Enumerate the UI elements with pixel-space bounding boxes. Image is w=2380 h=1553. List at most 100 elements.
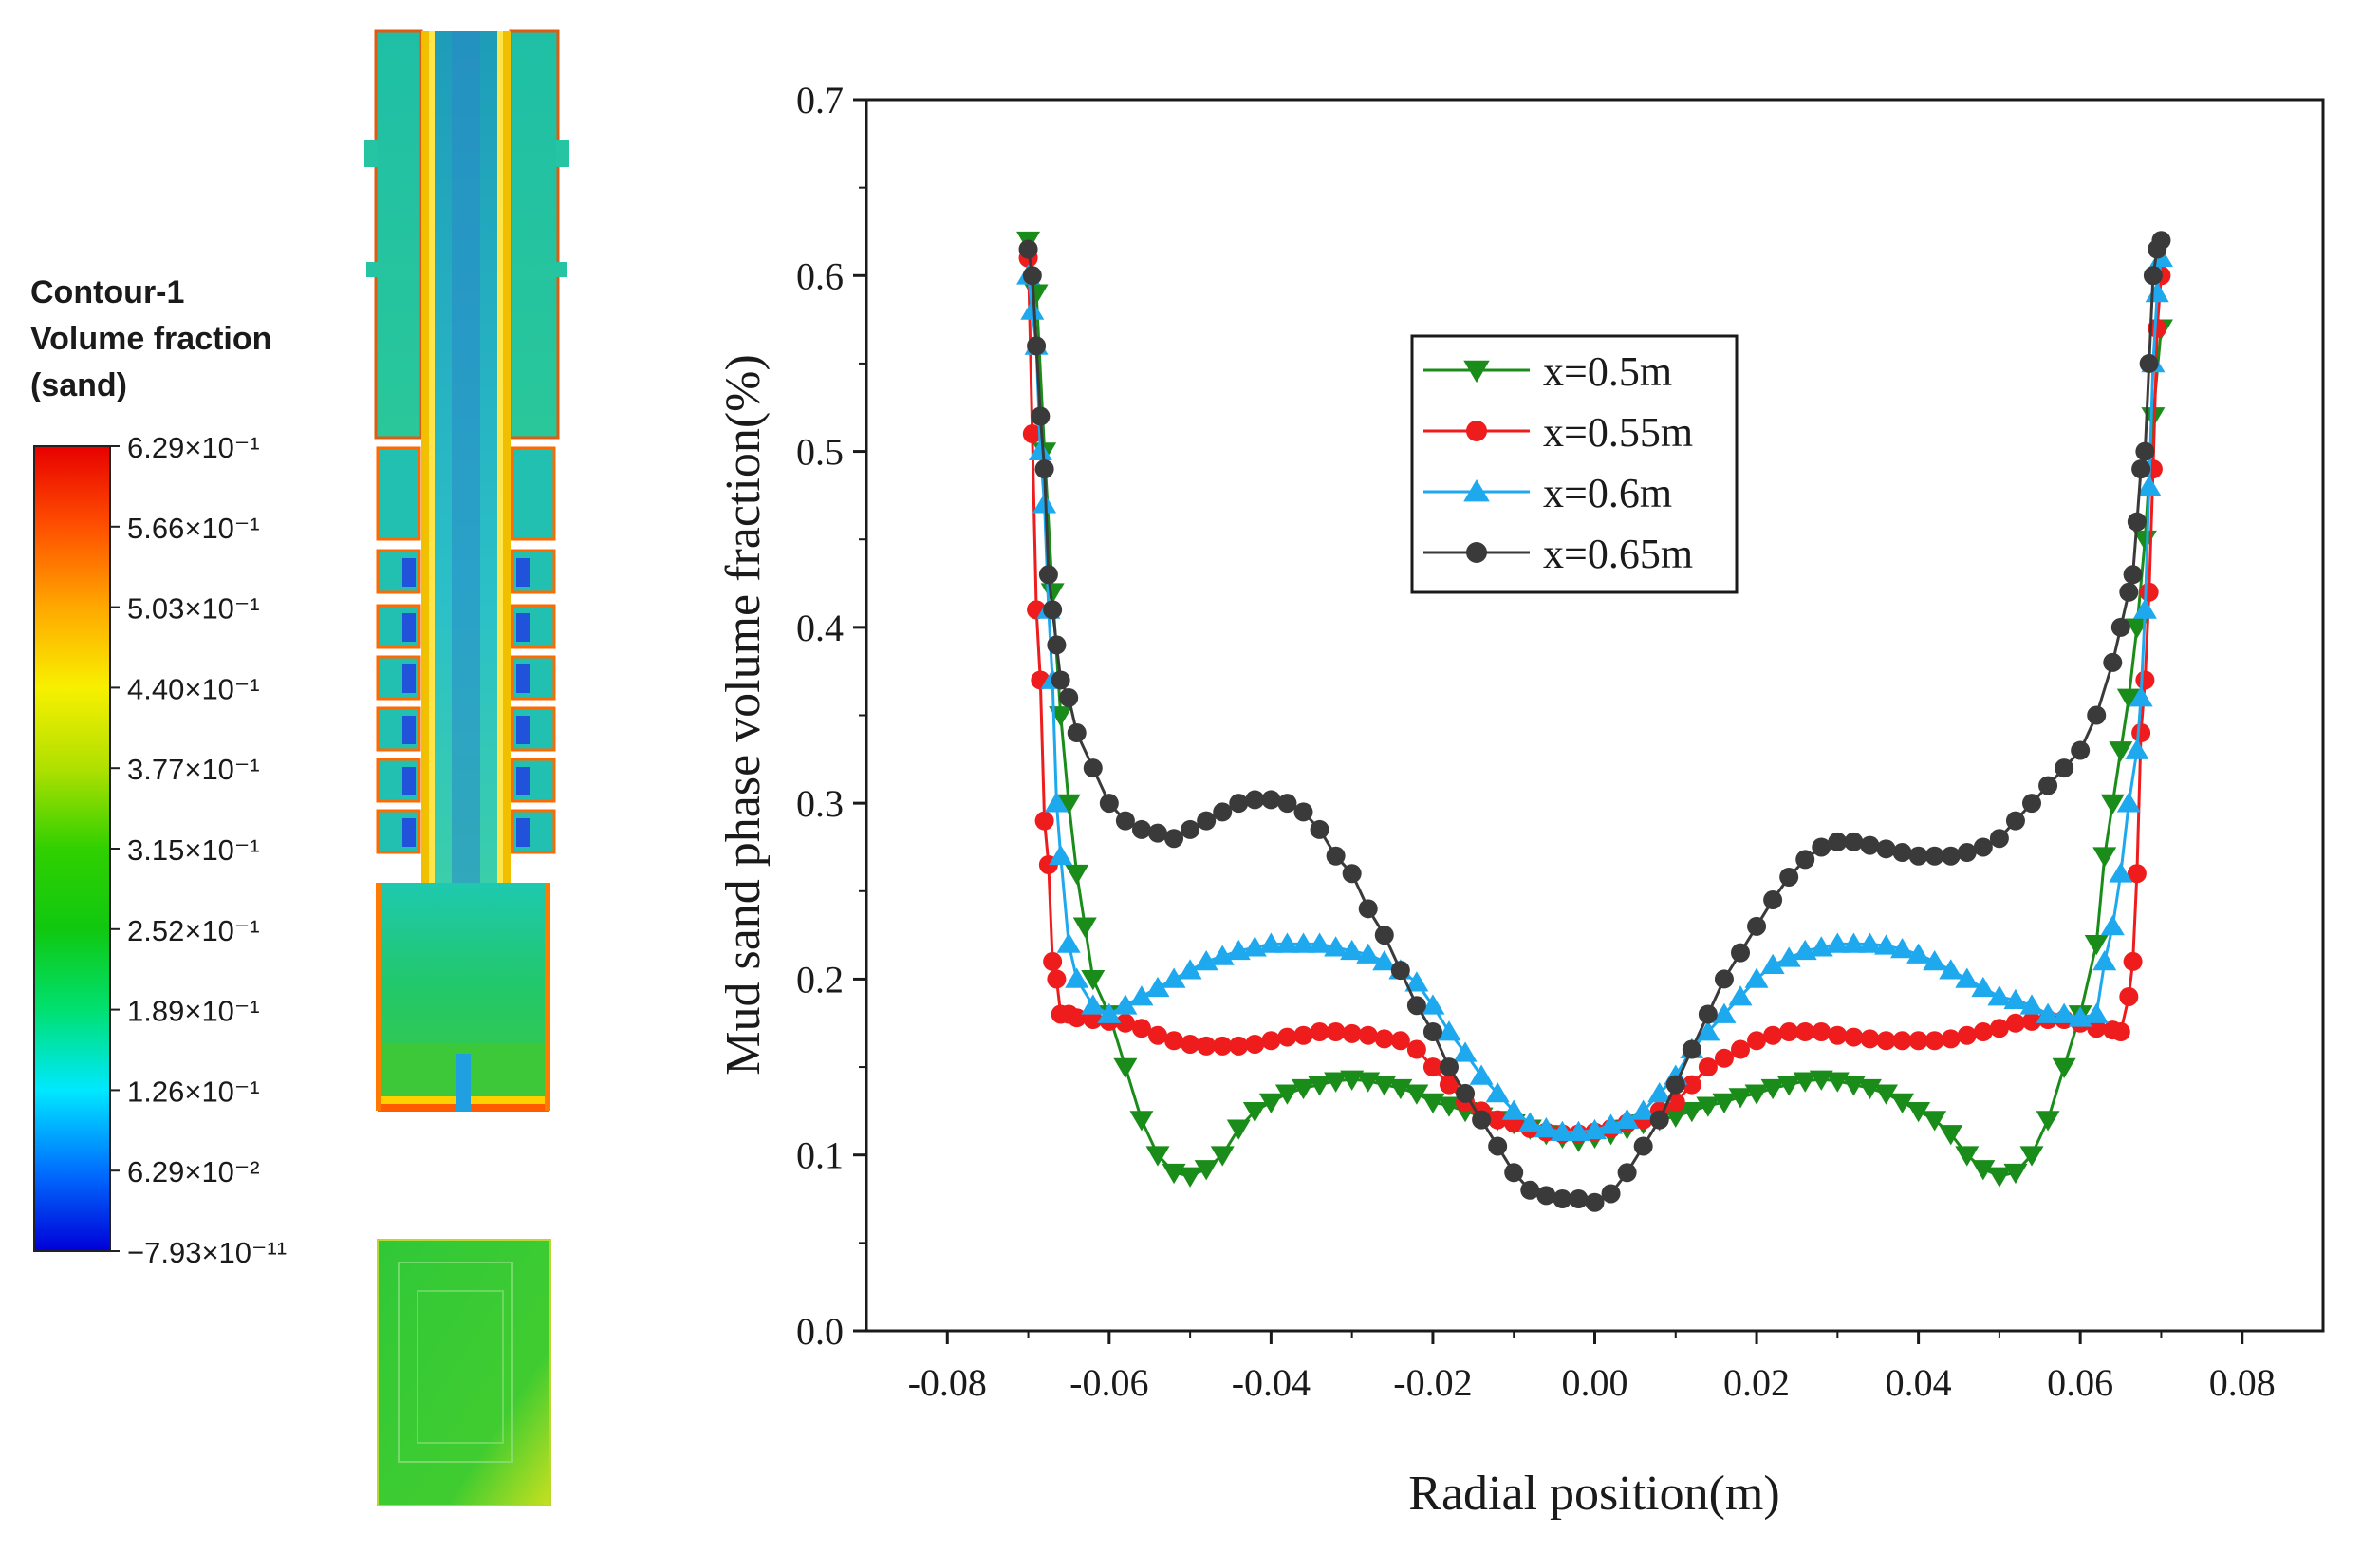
- legend-entries: x=0.5m x=0.55m x=0.6m x=0.65m: [1423, 348, 1693, 577]
- data-point: [1763, 890, 1783, 910]
- data-point: [1665, 1075, 1685, 1095]
- data-point: [1213, 1036, 1233, 1056]
- data-point: [1649, 1110, 1669, 1130]
- data-point: [2125, 618, 2149, 639]
- data-point: [1178, 959, 1202, 980]
- data-point: [1553, 1189, 1572, 1209]
- data-point: [1955, 967, 1980, 988]
- port-cells: [376, 446, 556, 854]
- data-point: [1924, 846, 1944, 866]
- data-point: [2109, 741, 2133, 762]
- data-point: [1776, 946, 1801, 967]
- data-point: [1229, 1036, 1249, 1056]
- data-point: [1113, 1057, 1138, 1078]
- data-point: [1049, 844, 1073, 866]
- data-point: [2119, 582, 2139, 602]
- data-point: [1292, 1078, 1315, 1100]
- data-point: [1145, 976, 1170, 998]
- data-point: [1406, 1039, 1426, 1059]
- data-point: [1213, 802, 1233, 822]
- data-point: [1324, 936, 1348, 957]
- port-cell-shade: [516, 613, 530, 642]
- data-point: [1631, 1099, 1656, 1120]
- data-point: [2071, 740, 2091, 760]
- data-point: [1308, 932, 1332, 953]
- data-point: [1067, 723, 1087, 743]
- data-point: [1059, 687, 1079, 707]
- data-point: [1876, 1031, 1896, 1051]
- data-point: [1633, 1136, 1653, 1156]
- data-point: [2119, 986, 2139, 1006]
- data-point: [1274, 932, 1299, 953]
- data-point: [1957, 843, 1977, 863]
- data-point: [2148, 318, 2167, 338]
- data-point: [1326, 846, 1346, 866]
- data-point: [1181, 819, 1200, 839]
- colorbar-tick-label: 3.77×10⁻¹: [127, 753, 260, 786]
- legend-box: [1410, 334, 1739, 594]
- data-point: [1744, 1084, 1769, 1105]
- data-point: [2087, 1019, 2107, 1038]
- colorbar-tick-label: 1.26×10⁻¹: [127, 1075, 260, 1108]
- data-point: [1828, 832, 1848, 851]
- y-axis-ticks: 0.0 0.1 0.2 0.3 0.4 0.5 0.6 0.7: [796, 79, 866, 1353]
- data-point: [1031, 406, 1051, 426]
- data-point: [1469, 1064, 1494, 1085]
- data-point: [1941, 1029, 1961, 1049]
- x-tick-label: 0.00: [1562, 1361, 1628, 1404]
- data-point: [1908, 1031, 1928, 1051]
- data-point: [2084, 1002, 2109, 1023]
- data-point: [2139, 353, 2159, 373]
- y-tick-label: 0.4: [796, 607, 844, 649]
- data-point: [1534, 1117, 1558, 1138]
- data-point: [1404, 1084, 1429, 1105]
- data-point: [1714, 969, 1734, 989]
- data-point: [1044, 792, 1069, 813]
- data-point: [1245, 1034, 1265, 1054]
- data-point: [1358, 1025, 1378, 1045]
- data-point: [2052, 1057, 2076, 1078]
- data-point: [1356, 943, 1381, 964]
- data-point: [1987, 1167, 2012, 1188]
- contour-panel: [364, 29, 569, 1506]
- data-point: [2019, 994, 2044, 1015]
- legend-title-line-3: (sand): [30, 367, 127, 403]
- port-cell-shade: [402, 818, 416, 847]
- data-point: [1404, 971, 1429, 992]
- data-point: [1728, 985, 1753, 1006]
- colorbar-tick-label: 6.29×10⁻¹: [127, 431, 260, 464]
- data-point: [1131, 1019, 1151, 1038]
- data-point: [2123, 565, 2143, 585]
- data-point: [1892, 843, 1912, 863]
- data-point: [1097, 1002, 1122, 1023]
- data-point: [2151, 231, 2171, 251]
- y-tick-label: 0.7: [796, 79, 844, 122]
- y-tick-label: 0.6: [796, 254, 844, 297]
- data-point: [1647, 1081, 1672, 1103]
- data-point: [1466, 542, 1487, 563]
- series-x=0.5m: [1016, 231, 2173, 1188]
- data-point: [1310, 1022, 1329, 1042]
- data-point: [1906, 1102, 1931, 1123]
- data-point: [2127, 864, 2147, 884]
- data-point: [1148, 1025, 1167, 1045]
- data-point: [2110, 1022, 2130, 1042]
- data-point: [2100, 794, 2125, 815]
- colorbar-tick-label: −7.93×10⁻¹¹: [127, 1236, 287, 1269]
- data-point: [1857, 932, 1882, 953]
- data-point: [1083, 1010, 1103, 1030]
- legend-entry: x=0.5m: [1423, 348, 1672, 395]
- data-point: [1178, 1167, 1202, 1188]
- colorbar: [33, 445, 111, 1252]
- data-point: [1520, 1180, 1540, 1200]
- data-point: [1744, 967, 1769, 988]
- series-x=0.6m: [1016, 246, 2173, 1142]
- x-tick-label: -0.06: [1069, 1361, 1148, 1404]
- data-point: [1779, 867, 1799, 887]
- data-point: [2137, 475, 2162, 496]
- data-point: [1245, 790, 1265, 810]
- colorbar-tick-label: 1.89×10⁻¹: [127, 995, 260, 1028]
- data-point: [1941, 846, 1961, 866]
- series-x=0.65m: [1018, 231, 2171, 1212]
- data-point: [1043, 951, 1063, 971]
